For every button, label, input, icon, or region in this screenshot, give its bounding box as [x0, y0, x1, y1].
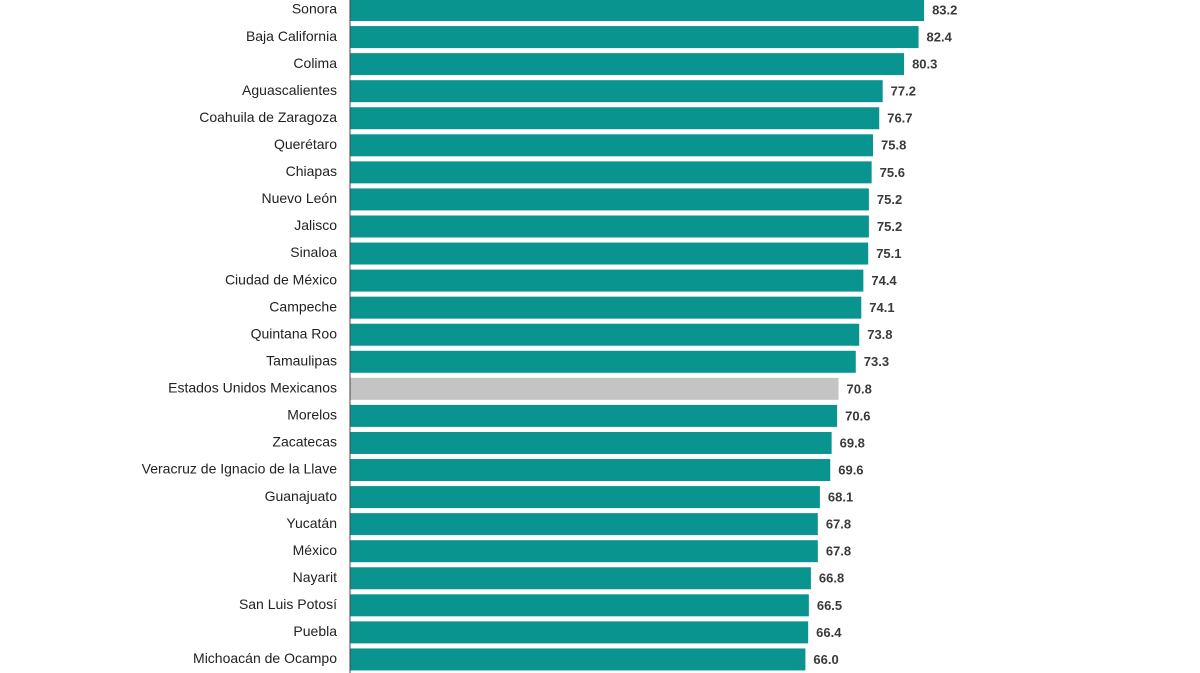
- bar-michoacan-de-ocampo: [350, 648, 806, 671]
- value-labels-group: 83.2 82.4 80.3 77.2 76.7 75.8 75.6 75.2 75.2 75.1…: [813, 2, 957, 666]
- value-label-chiapas: 75.6: [880, 165, 905, 180]
- value-label-san-luis-potosi: 66.5: [817, 598, 842, 613]
- value-label-tamaulipas: 73.3: [864, 354, 889, 369]
- value-label-veracruz-de-ignacio-de-la-llave: 69.6: [838, 462, 863, 477]
- value-label-sinaloa: 75.1: [876, 246, 901, 261]
- category-label-puebla: Puebla: [293, 623, 337, 639]
- value-label-nayarit: 66.8: [819, 571, 844, 586]
- value-label-sonora: 83.2: [932, 2, 957, 17]
- bar-estados-unidos-mexicanos: [350, 377, 839, 400]
- category-label-sinaloa: Sinaloa: [290, 244, 337, 260]
- category-label-san-luis-potosi: San Luis Potosí: [239, 596, 337, 612]
- category-label-veracruz-de-ignacio-de-la-llave: Veracruz de Ignacio de la Llave: [142, 461, 338, 477]
- category-labels-group: Sonora Baja California Colima Aguascaliente…: [142, 1, 338, 666]
- category-label-nayarit: Nayarit: [293, 569, 337, 585]
- category-label-estados-unidos-mexicanos: Estados Unidos Mexicanos: [168, 380, 337, 396]
- value-label-ciudad-de-mexico: 74.4: [871, 273, 897, 288]
- bar-jalisco: [350, 215, 869, 238]
- category-label-morelos: Morelos: [287, 407, 337, 423]
- bar-yucatan: [350, 513, 818, 536]
- category-label-colima: Colima: [293, 55, 337, 71]
- value-label-morelos: 70.6: [845, 408, 870, 423]
- bar-sinaloa: [350, 242, 869, 265]
- category-label-jalisco: Jalisco: [294, 217, 337, 233]
- category-label-queretaro: Querétaro: [274, 136, 337, 152]
- bar-guanajuato: [350, 486, 820, 509]
- category-label-mexico: México: [293, 542, 338, 558]
- category-label-yucatan: Yucatán: [286, 515, 337, 531]
- bar-queretaro: [350, 134, 874, 157]
- value-label-estados-unidos-mexicanos: 70.8: [847, 381, 872, 396]
- value-label-mexico: 67.8: [826, 544, 851, 559]
- bar-puebla: [350, 621, 809, 644]
- value-label-zacatecas: 69.8: [840, 435, 865, 450]
- category-label-sonora: Sonora: [292, 1, 337, 17]
- category-label-baja-california: Baja California: [246, 28, 337, 44]
- bar-campeche: [350, 296, 862, 319]
- value-label-quintana-roo: 73.8: [867, 327, 892, 342]
- value-label-queretaro: 75.8: [881, 138, 906, 153]
- bar-ciudad-de-mexico: [350, 269, 864, 292]
- value-label-yucatan: 67.8: [826, 517, 851, 532]
- bar-aguascalientes: [350, 80, 883, 103]
- bar-nayarit: [350, 567, 811, 590]
- category-label-nuevo-leon: Nuevo León: [261, 190, 337, 206]
- bar-tamaulipas: [350, 350, 856, 373]
- bar-colima: [350, 53, 905, 76]
- bar-mexico: [350, 540, 818, 563]
- value-label-colima: 80.3: [912, 57, 937, 72]
- category-label-zacatecas: Zacatecas: [272, 434, 337, 450]
- category-label-tamaulipas: Tamaulipas: [266, 352, 337, 368]
- value-label-baja-california: 82.4: [927, 29, 953, 44]
- bar-zacatecas: [350, 431, 832, 454]
- value-label-nuevo-leon: 75.2: [877, 192, 902, 207]
- bar-nuevo-leon: [350, 188, 869, 211]
- category-label-chiapas: Chiapas: [286, 163, 337, 179]
- bar-quintana-roo: [350, 323, 860, 346]
- category-label-michoacan-de-ocampo: Michoacán de Ocampo: [193, 650, 337, 666]
- category-label-aguascalientes: Aguascalientes: [242, 82, 337, 98]
- category-label-quintana-roo: Quintana Roo: [251, 325, 338, 341]
- category-label-ciudad-de-mexico: Ciudad de México: [225, 271, 337, 287]
- value-label-campeche: 74.1: [869, 300, 894, 315]
- bar-coahuila-de-zaragoza: [350, 107, 880, 130]
- bar-chiapas: [350, 161, 872, 184]
- bar-san-luis-potosi: [350, 594, 809, 617]
- bar-morelos: [350, 404, 838, 427]
- category-label-campeche: Campeche: [269, 298, 337, 314]
- value-label-jalisco: 75.2: [877, 219, 902, 234]
- bar-baja-california: [350, 26, 919, 49]
- value-label-coahuila-de-zaragoza: 76.7: [887, 111, 912, 126]
- value-label-aguascalientes: 77.2: [891, 84, 916, 99]
- bars-group: [350, 0, 925, 671]
- value-label-guanajuato: 68.1: [828, 490, 853, 505]
- value-label-puebla: 66.4: [816, 625, 842, 640]
- category-label-guanajuato: Guanajuato: [265, 488, 338, 504]
- bar-veracruz-de-ignacio-de-la-llave: [350, 459, 831, 482]
- value-label-michoacan-de-ocampo: 66.0: [813, 652, 838, 667]
- category-label-coahuila-de-zaragoza: Coahuila de Zaragoza: [199, 109, 337, 125]
- bar-sonora: [350, 0, 925, 21]
